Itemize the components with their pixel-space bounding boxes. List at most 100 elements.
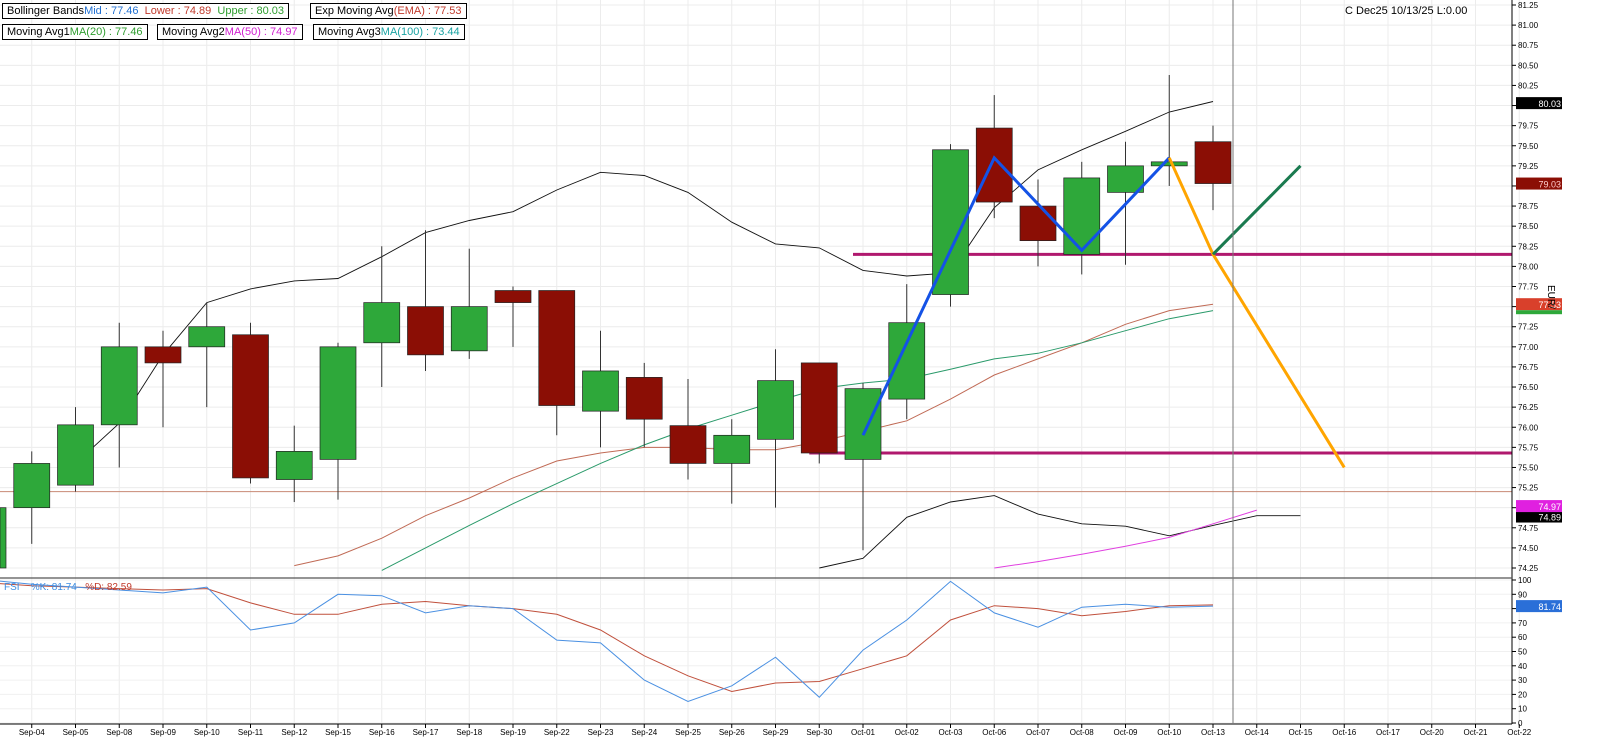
y-tick-label: 77.75 xyxy=(1518,283,1539,292)
x-tick-label: Sep-25 xyxy=(675,728,701,737)
y-tick-label: 75.50 xyxy=(1518,463,1539,472)
y-tick-label: 79.75 xyxy=(1518,122,1539,131)
x-tick-label: Sep-09 xyxy=(150,728,176,737)
x-tick-label: Oct-03 xyxy=(938,728,963,737)
candle-body xyxy=(1194,141,1232,184)
y-tick-label: 81.25 xyxy=(1518,1,1539,10)
candle-body xyxy=(494,290,532,303)
upper-band-label: 80.03 xyxy=(1538,99,1561,109)
y-tick-label: 78.00 xyxy=(1518,262,1539,271)
x-tick-label: Oct-07 xyxy=(1026,728,1051,737)
bollinger-legend[interactable]: Bollinger BandsMid : 77.46 Lower : 74.89… xyxy=(2,3,290,19)
y-tick-label: 78.25 xyxy=(1518,242,1539,251)
candle-body xyxy=(57,424,94,486)
fsi-y-tick-label: 30 xyxy=(1518,676,1527,685)
fsi-y-tick-label: 10 xyxy=(1518,705,1527,714)
blue-zigzag-line xyxy=(861,155,1171,436)
x-tick-label: Oct-14 xyxy=(1245,728,1270,737)
x-tick-label: Sep-23 xyxy=(588,728,614,737)
ma3-legend-value: MA(100) : 73.44 xyxy=(380,26,460,38)
y-tick-label: 80.25 xyxy=(1518,81,1539,90)
fsi-legend-d: %D: 82.59 xyxy=(85,582,132,593)
green-projection-line xyxy=(1211,164,1302,256)
y-tick-label: 76.00 xyxy=(1518,423,1539,432)
x-tick-label: Sep-10 xyxy=(194,728,220,737)
y-tick-label: 80.50 xyxy=(1518,61,1539,70)
ma2-legend-value: MA(50) : 74.97 xyxy=(224,26,298,38)
fsi-y-tick-label: 90 xyxy=(1518,590,1527,599)
fsi-price-label: 81.74 xyxy=(1538,602,1561,612)
y-tick-label: 78.50 xyxy=(1518,222,1539,231)
x-tick-label: Sep-04 xyxy=(19,728,45,737)
y-tick-label: 75.25 xyxy=(1518,484,1539,493)
last-price-label: 79.03 xyxy=(1538,180,1561,190)
y-tick-label: 74.50 xyxy=(1518,544,1539,553)
y-tick-label: 76.25 xyxy=(1518,403,1539,412)
candle-body xyxy=(757,380,794,440)
ma2-legend[interactable]: Moving Avg2MA(50) : 74.97 xyxy=(157,24,303,40)
candle-body xyxy=(188,326,226,348)
ma3-legend[interactable]: Moving Avg3MA(100) : 73.44 xyxy=(313,24,465,40)
y-tick-label: 77.00 xyxy=(1518,343,1539,352)
fsi-y-tick-label: 0 xyxy=(1518,719,1523,728)
x-tick-label: Oct-01 xyxy=(851,728,876,737)
y-tick-label: 74.25 xyxy=(1518,564,1539,573)
x-tick-label: Oct-09 xyxy=(1113,728,1138,737)
x-tick-label: Oct-21 xyxy=(1463,728,1488,737)
x-tick-label: Oct-16 xyxy=(1332,728,1357,737)
candle-body xyxy=(800,362,838,454)
ma3-legend-name: Moving Avg3 xyxy=(318,26,381,38)
x-tick-label: Sep-05 xyxy=(63,728,89,737)
x-tick-label: Oct-20 xyxy=(1420,728,1445,737)
ma20-line xyxy=(381,310,1214,571)
candle-body xyxy=(538,290,576,406)
fsi-y-tick-label: 100 xyxy=(1518,576,1532,585)
candle-body xyxy=(407,306,444,356)
candle-body xyxy=(888,322,926,400)
ma20-price-strip xyxy=(1516,310,1562,315)
y-tick-label: 74.75 xyxy=(1518,524,1539,533)
x-tick-label: Oct-02 xyxy=(895,728,920,737)
ema-price-label: 77.53 xyxy=(1538,300,1561,310)
x-tick-label: Oct-15 xyxy=(1288,728,1313,737)
ema-price-label-bg xyxy=(1516,298,1562,311)
fsi-y-tick-label: 70 xyxy=(1518,619,1527,628)
y-tick-label: 80.75 xyxy=(1518,41,1539,50)
axes: Sep-04 Sep-05 Sep-08 Sep-09 Sep-10 Sep-11 Sep-… xyxy=(0,0,1539,737)
x-tick-label: Sep-22 xyxy=(544,728,570,737)
fsi-panel xyxy=(0,580,1214,703)
y-tick-label: 76.50 xyxy=(1518,383,1539,392)
ma1-legend-value: MA(20) : 77.46 xyxy=(69,26,143,38)
x-tick-label: Sep-18 xyxy=(456,728,482,737)
x-tick-label: Sep-24 xyxy=(631,728,657,737)
y-tick-label: 81.00 xyxy=(1518,21,1539,30)
y-tick-label: 75.75 xyxy=(1518,443,1539,452)
bollinger-lower: Lower : 74.89 xyxy=(144,5,212,17)
header-info: C Dec25 10/13/25 L:0.00 xyxy=(1345,5,1468,17)
ma1-legend[interactable]: Moving Avg1MA(20) : 77.46 xyxy=(2,24,148,40)
ema-legend[interactable]: Exp Moving Avg(EMA) : 77.53 xyxy=(310,3,467,19)
fsi-legend-name: FSI xyxy=(4,582,20,593)
x-tick-label: Sep-16 xyxy=(369,728,395,737)
candle-body xyxy=(144,346,182,364)
bollinger-legend-name: Bollinger Bands xyxy=(7,5,85,17)
candle-body xyxy=(582,370,619,412)
ema-legend-name: Exp Moving Avg xyxy=(315,5,394,17)
candle-body xyxy=(363,302,401,344)
x-tick-label: Oct-22 xyxy=(1507,728,1532,737)
candles xyxy=(0,74,1232,569)
ema-legend-value: (EMA) : 77.53 xyxy=(393,5,462,17)
candle-body xyxy=(319,346,357,460)
candle-body xyxy=(1019,205,1057,242)
fsi-price-label-bg xyxy=(1516,600,1562,613)
x-tick-label: Sep-12 xyxy=(281,728,307,737)
ema-line xyxy=(294,303,1214,567)
candle-body xyxy=(100,346,138,426)
bollinger-upper-line xyxy=(75,101,1214,464)
y-tick-label: 78.75 xyxy=(1518,202,1539,211)
candle-body xyxy=(844,388,882,460)
candle-body xyxy=(713,434,751,464)
bollinger-mid: Mid : 77.46 xyxy=(84,5,139,17)
